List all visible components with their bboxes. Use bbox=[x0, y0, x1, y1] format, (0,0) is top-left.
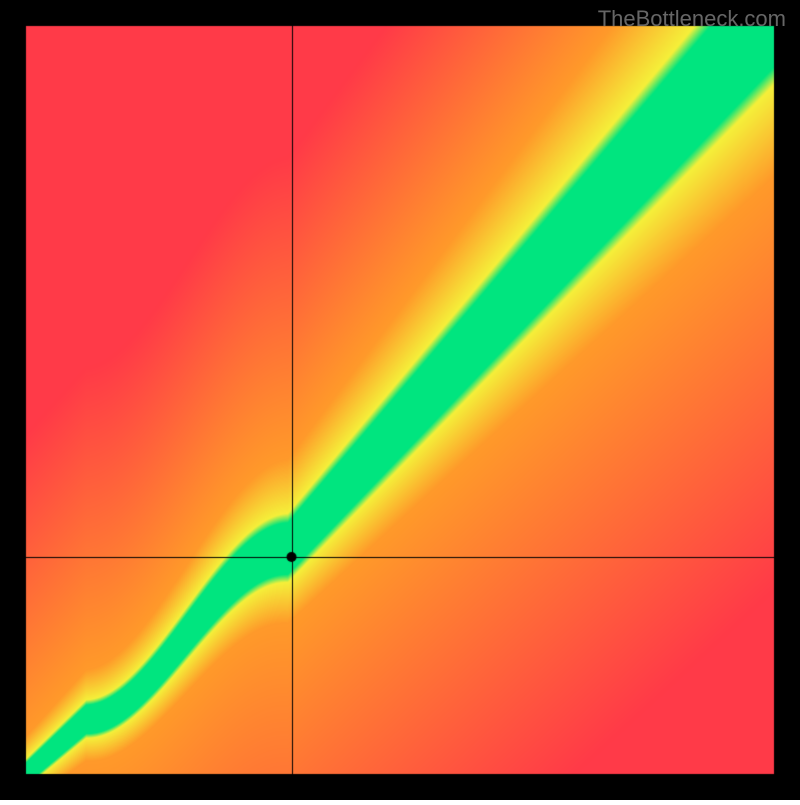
bottleneck-heatmap-chart: TheBottleneck.com bbox=[0, 0, 800, 800]
watermark-text: TheBottleneck.com bbox=[598, 6, 786, 32]
heatmap-canvas bbox=[0, 0, 800, 800]
